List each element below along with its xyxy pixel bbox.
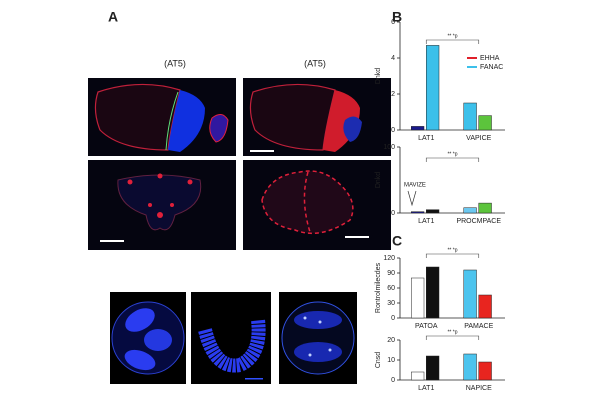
x-tick-label: LAT1 bbox=[418, 218, 434, 225]
x-tick-label: PAMACE bbox=[464, 323, 493, 330]
x-tick-label: PATOA bbox=[415, 323, 438, 330]
y-tick-label: 2 bbox=[391, 91, 395, 98]
y-axis-label: Dnkd bbox=[375, 68, 382, 84]
y-tick-label: 0 bbox=[391, 315, 395, 322]
significance-bracket bbox=[425, 157, 480, 162]
bar bbox=[411, 371, 425, 381]
y-axis-label: Dnkd bbox=[375, 172, 382, 188]
micrograph bbox=[88, 160, 236, 250]
micrograph bbox=[88, 78, 236, 156]
significance-label: ** *p bbox=[447, 33, 457, 39]
bar bbox=[426, 45, 440, 131]
significance-label: ** *p bbox=[447, 151, 457, 157]
bar bbox=[426, 266, 440, 319]
y-tick-label: 0 bbox=[391, 127, 395, 134]
y-tick-label: 90 bbox=[387, 270, 395, 277]
micrograph bbox=[191, 292, 271, 384]
y-tick-label: 0 bbox=[391, 377, 395, 384]
image-label: (AT5) bbox=[304, 58, 326, 68]
y-tick-label: 4 bbox=[391, 55, 395, 62]
panel-label: C bbox=[392, 233, 402, 249]
bar bbox=[478, 115, 492, 131]
y-tick-label: 120 bbox=[383, 255, 395, 262]
y-tick-label: 10 bbox=[387, 357, 395, 364]
bar bbox=[463, 353, 477, 381]
bar bbox=[426, 209, 440, 214]
micrograph bbox=[243, 160, 391, 250]
bar bbox=[411, 211, 425, 214]
legend-label: FANAC bbox=[480, 64, 503, 71]
micrograph bbox=[279, 292, 357, 384]
bar bbox=[426, 355, 440, 381]
y-tick-label: 20 bbox=[387, 337, 395, 344]
significance-bracket bbox=[425, 253, 480, 258]
x-tick-label: NAPICE bbox=[466, 385, 492, 392]
bar bbox=[478, 202, 492, 214]
legend-label: EHHA bbox=[480, 55, 500, 62]
x-tick-label: PROCMPACE bbox=[456, 218, 501, 225]
y-axis-label: Rontrolmilecdes bbox=[375, 262, 382, 313]
bar bbox=[411, 126, 425, 131]
y-tick-label: 30 bbox=[387, 300, 395, 307]
image-label: (AT5) bbox=[164, 58, 186, 68]
annotation-arrow bbox=[407, 190, 417, 207]
bar bbox=[478, 294, 492, 319]
x-tick-label: VAPICE bbox=[466, 135, 491, 142]
micrograph bbox=[243, 78, 391, 156]
y-tick-label: 60 bbox=[387, 285, 395, 292]
significance-bracket bbox=[425, 335, 480, 340]
significance-bracket bbox=[425, 39, 480, 44]
y-tick-label: 6 bbox=[391, 19, 395, 26]
annotation: MAVIZE bbox=[404, 183, 426, 189]
panel-label: B bbox=[392, 9, 402, 25]
y-tick-label: 100 bbox=[383, 144, 395, 151]
micrograph bbox=[110, 292, 186, 384]
significance-label: ** *p bbox=[447, 247, 457, 253]
bar bbox=[463, 269, 477, 319]
bar bbox=[478, 361, 492, 381]
y-axis-label: Cnsd bbox=[375, 352, 382, 368]
y-tick-label: 0 bbox=[391, 210, 395, 217]
x-tick-label: LAT1 bbox=[418, 385, 434, 392]
bar bbox=[463, 207, 477, 214]
significance-label: ** *p bbox=[447, 329, 457, 335]
panel-label: A bbox=[108, 9, 118, 25]
bar bbox=[411, 277, 425, 319]
bar bbox=[463, 102, 477, 131]
x-tick-label: LAT1 bbox=[418, 135, 434, 142]
